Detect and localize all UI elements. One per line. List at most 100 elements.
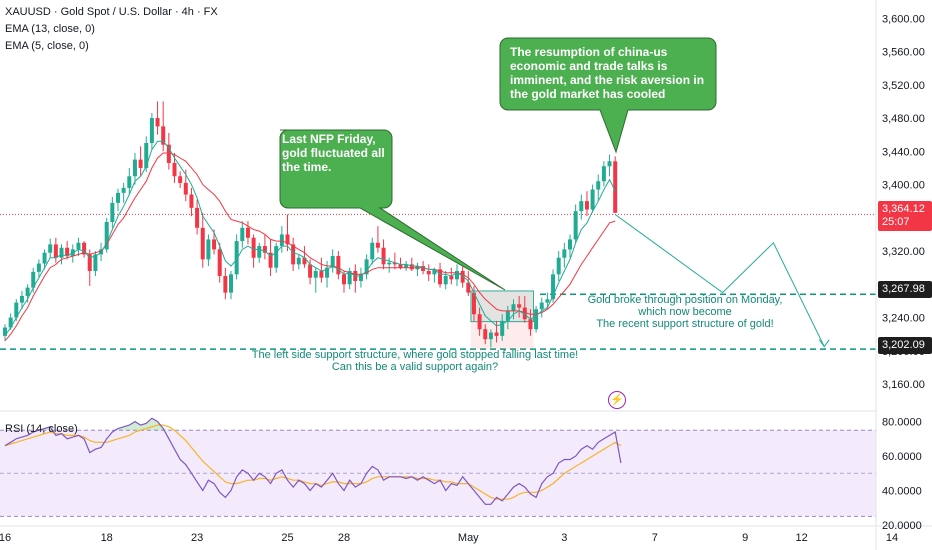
note-right-line-1: Gold broke through position on Monday,	[587, 294, 783, 306]
rsi-line	[4, 417, 622, 505]
candle-body	[161, 126, 166, 145]
candle-body	[404, 264, 409, 268]
candle-body	[25, 287, 30, 296]
candle-body	[471, 292, 476, 315]
candle-body	[104, 221, 109, 250]
candle-body	[398, 264, 403, 268]
candle-body	[613, 161, 618, 213]
candle-body	[36, 263, 41, 272]
candle-body	[358, 274, 363, 281]
candle-body	[370, 242, 375, 260]
candle-body	[551, 274, 556, 300]
ema13-legend[interactable]: EMA (13, close, 0)	[5, 23, 95, 35]
candle-body	[48, 244, 53, 253]
candle-body	[455, 271, 459, 280]
candle-body	[132, 159, 137, 177]
ema5-legend[interactable]: EMA (5, close, 0)	[5, 40, 89, 52]
candle-body	[127, 176, 132, 188]
candle-body	[212, 239, 217, 250]
candle-body	[330, 256, 335, 268]
candle-body	[466, 282, 471, 293]
candle-body	[155, 118, 160, 127]
candle-body	[336, 256, 341, 275]
candle-body	[584, 201, 589, 210]
candle-body	[494, 332, 499, 336]
candle-body	[539, 302, 544, 310]
candle-body	[449, 276, 454, 280]
candle-body	[392, 262, 397, 265]
candle-body	[110, 202, 115, 222]
note-right-line-3: The recent support structure of gold!	[596, 318, 774, 330]
candle-body	[144, 143, 149, 168]
candle-body	[121, 187, 126, 193]
price-pane	[0, 37, 876, 350]
candle-body	[421, 266, 426, 272]
candle-body	[347, 271, 352, 285]
candle-body	[590, 189, 595, 210]
candle-body	[166, 144, 171, 163]
candle-body	[251, 237, 256, 258]
candle-body	[240, 227, 245, 242]
candle-body	[438, 269, 443, 285]
candle-body	[3, 327, 7, 336]
candle-body	[87, 254, 92, 272]
candle-body	[426, 271, 431, 275]
candle-body	[511, 304, 516, 311]
candle-body	[302, 257, 307, 265]
time-tick-label: 18	[101, 532, 113, 544]
candle-body	[82, 242, 87, 255]
callout-right-bubble	[499, 37, 717, 154]
candle-body	[308, 264, 313, 278]
candle-body	[116, 192, 120, 203]
price-tick-label: 3,480.00	[882, 113, 925, 125]
candle-body	[500, 320, 505, 336]
candle-body	[573, 211, 578, 240]
candle-body	[59, 247, 64, 258]
ema5-line	[4, 140, 616, 337]
price-tick-label: 3,240.00	[882, 313, 925, 325]
candle-body	[432, 269, 437, 275]
candle-body	[279, 234, 284, 247]
note-bottom-line-1: The left side support structure, where g…	[251, 349, 579, 361]
candle-body	[381, 247, 386, 265]
candle-body	[568, 239, 572, 250]
level-upper-tag: 3,267.98	[878, 281, 932, 298]
symbol-title[interactable]: XAUUSD · Gold Spot / U.S. Dollar · 4h · …	[5, 6, 218, 18]
candle-body	[545, 299, 550, 303]
candle-body	[274, 246, 279, 268]
candle-body	[200, 227, 205, 260]
candle-body	[42, 252, 47, 264]
candle-body	[477, 314, 482, 330]
lightning-icon[interactable]: ⚡	[608, 391, 626, 409]
time-tick-label: 3	[561, 532, 567, 544]
candle-body	[229, 274, 233, 293]
candle-body	[149, 118, 154, 143]
note-right: Gold broke through position on Monday, w…	[585, 294, 785, 330]
price-tick-label: 3,600.00	[882, 13, 925, 25]
ema13-line	[4, 152, 616, 342]
candle-body	[206, 239, 211, 260]
candle-body	[579, 201, 584, 212]
level-lower-tag: 3,202.09	[878, 337, 932, 354]
rsi-tick-label: 40.0000	[882, 486, 922, 498]
callout-left-bubble	[279, 129, 506, 291]
candle-body	[460, 271, 465, 283]
candle-body	[172, 162, 177, 177]
candle-body	[364, 259, 369, 275]
rsi-tick-label: 80.0000	[882, 417, 922, 429]
candle-body	[387, 262, 392, 265]
rsi-legend[interactable]: RSI (14, close)	[5, 423, 78, 435]
candle-body	[285, 234, 290, 245]
note-right-line-2: which now become	[638, 306, 732, 318]
rsi-ma-line	[4, 424, 622, 500]
rsi-pane	[0, 417, 876, 517]
candle-body	[257, 246, 262, 258]
callout-right: The resumption of china-us economic and …	[510, 45, 705, 101]
time-tick-label: May	[458, 532, 479, 544]
candle-body	[562, 249, 567, 258]
price-tick-label: 3,440.00	[882, 146, 925, 158]
candle-body	[195, 207, 200, 228]
time-tick-label: 14	[886, 532, 898, 544]
note-bottom: The left side support structure, where g…	[240, 349, 590, 373]
